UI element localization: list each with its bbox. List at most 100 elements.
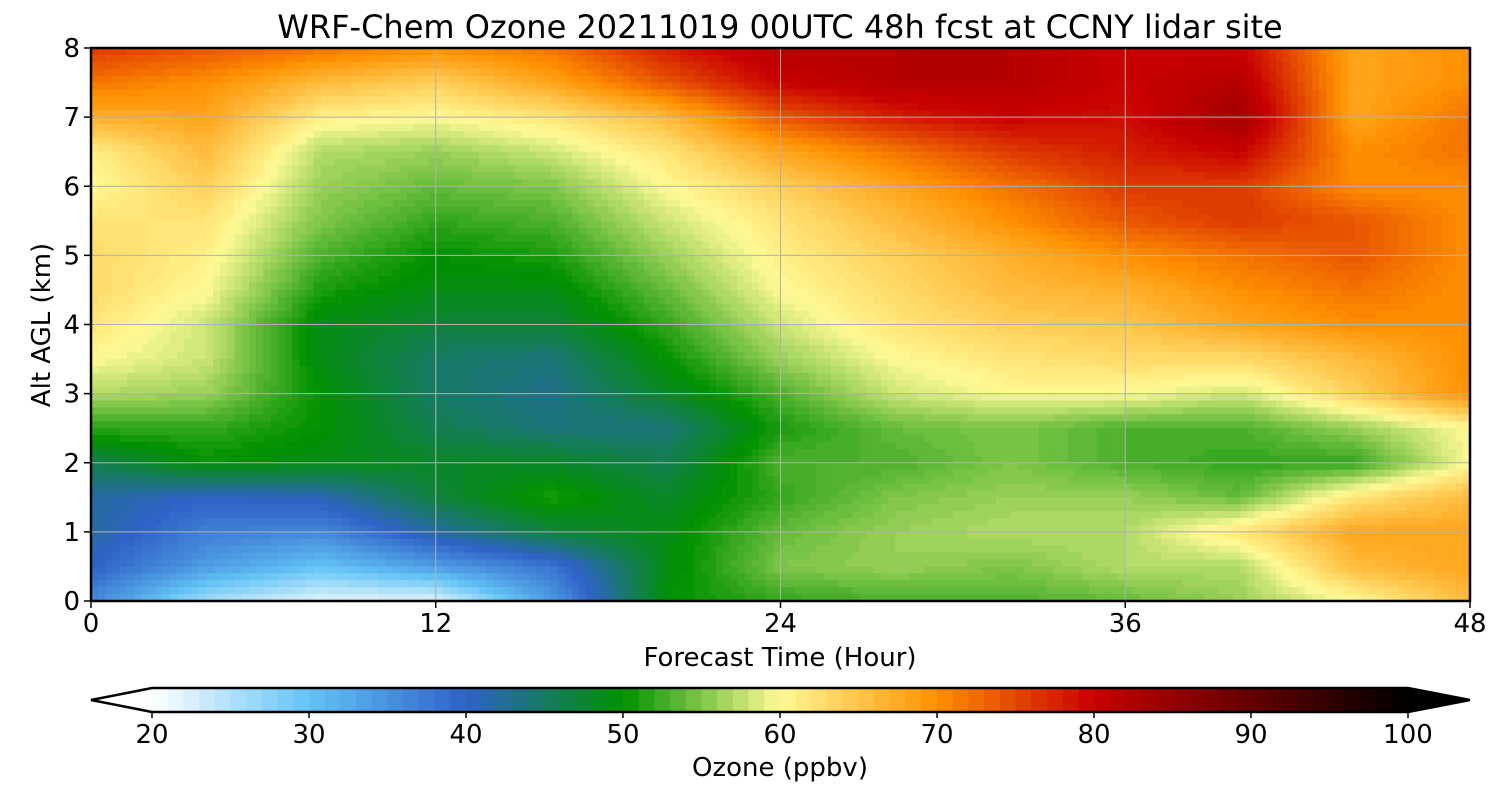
field-cell bbox=[1340, 103, 1349, 111]
field-cell bbox=[679, 137, 688, 146]
field-cell bbox=[1146, 179, 1155, 187]
field-cell bbox=[679, 130, 688, 139]
field-cell bbox=[1326, 54, 1335, 63]
field-cell bbox=[960, 165, 968, 174]
field-cell bbox=[1153, 103, 1162, 111]
field-cell bbox=[292, 89, 300, 97]
field-cell bbox=[723, 110, 731, 118]
field-cell bbox=[464, 54, 473, 63]
field-cell bbox=[967, 144, 976, 153]
field-cell bbox=[1225, 110, 1234, 118]
field-cell bbox=[1369, 89, 1378, 97]
field-cell bbox=[170, 172, 178, 180]
field-cell bbox=[198, 137, 207, 146]
field-cell bbox=[1319, 179, 1327, 187]
field-cell bbox=[981, 82, 990, 91]
field-cell bbox=[679, 103, 688, 111]
field-cell bbox=[1283, 172, 1292, 180]
field-cell bbox=[636, 110, 645, 118]
field-cell bbox=[184, 179, 193, 187]
field-cell bbox=[658, 158, 667, 167]
field-cell bbox=[1405, 213, 1414, 222]
field-cell bbox=[672, 103, 681, 111]
field-cell bbox=[378, 75, 387, 84]
field-cell bbox=[816, 206, 825, 215]
field-cell bbox=[335, 172, 343, 180]
field-cell bbox=[356, 200, 365, 208]
field-cell bbox=[658, 193, 667, 201]
field-cell bbox=[952, 103, 961, 111]
field-cell bbox=[1110, 61, 1119, 70]
field-cell bbox=[1455, 193, 1464, 201]
field-cell bbox=[1146, 117, 1155, 125]
field-cell bbox=[1118, 68, 1126, 77]
field-cell bbox=[837, 82, 846, 91]
field-cell bbox=[629, 124, 638, 132]
field-cell bbox=[299, 96, 308, 104]
field-cell bbox=[392, 213, 401, 222]
field-cell bbox=[184, 137, 193, 146]
field-cell bbox=[1161, 213, 1169, 222]
field-cell bbox=[1261, 110, 1270, 118]
field-cell bbox=[859, 130, 868, 139]
field-cell bbox=[608, 193, 616, 201]
field-cell bbox=[342, 165, 351, 174]
field-cell bbox=[672, 220, 681, 229]
field-cell bbox=[1290, 48, 1299, 56]
field-cell bbox=[1146, 151, 1155, 160]
field-cell bbox=[694, 96, 703, 104]
field-cell bbox=[952, 179, 961, 187]
field-cell bbox=[773, 137, 782, 146]
field-cell bbox=[306, 54, 315, 63]
field-cell bbox=[1225, 117, 1234, 125]
field-cell bbox=[205, 82, 214, 91]
field-cell bbox=[802, 54, 810, 63]
field-cell bbox=[385, 117, 394, 125]
field-cell bbox=[715, 82, 724, 91]
field-cell bbox=[1168, 124, 1177, 132]
field-cell bbox=[809, 213, 818, 222]
field-cell bbox=[1103, 158, 1112, 167]
field-cell bbox=[1060, 186, 1069, 194]
field-cell bbox=[1412, 96, 1421, 104]
field-cell bbox=[1118, 186, 1126, 194]
field-cell bbox=[493, 96, 501, 104]
field-cell bbox=[256, 137, 264, 146]
field-cell bbox=[1225, 144, 1234, 153]
field-cell bbox=[1247, 151, 1256, 160]
field-cell bbox=[1153, 54, 1162, 63]
field-cell bbox=[98, 151, 106, 160]
field-cell bbox=[672, 117, 681, 125]
field-cell bbox=[414, 220, 422, 229]
field-cell bbox=[751, 137, 760, 146]
field-cell bbox=[579, 179, 588, 187]
field-cell bbox=[1369, 137, 1378, 146]
field-cell bbox=[629, 137, 638, 146]
field-cell bbox=[1024, 124, 1033, 132]
field-cell bbox=[1276, 206, 1284, 215]
field-cell bbox=[1204, 48, 1213, 56]
field-cell bbox=[105, 220, 114, 229]
field-cell bbox=[385, 82, 394, 91]
field-cell bbox=[651, 117, 659, 125]
field-cell bbox=[1218, 68, 1227, 77]
field-cell bbox=[988, 82, 997, 91]
field-cell bbox=[1426, 186, 1435, 194]
field-cell bbox=[263, 165, 272, 174]
field-cell bbox=[837, 158, 846, 167]
field-cell bbox=[916, 54, 925, 63]
field-cell bbox=[1448, 82, 1457, 91]
field-cell bbox=[1254, 103, 1263, 111]
field-cell bbox=[349, 186, 358, 194]
field-cell bbox=[1146, 75, 1155, 84]
field-cell bbox=[715, 89, 724, 97]
field-cell bbox=[407, 172, 415, 180]
field-cell bbox=[1247, 130, 1256, 139]
field-cell bbox=[852, 96, 861, 104]
field-cell bbox=[1347, 117, 1356, 125]
field-cell bbox=[184, 54, 193, 63]
field-cell bbox=[1082, 75, 1090, 84]
field-cell bbox=[608, 144, 616, 153]
field-cell bbox=[227, 130, 236, 139]
field-cell bbox=[665, 137, 674, 146]
